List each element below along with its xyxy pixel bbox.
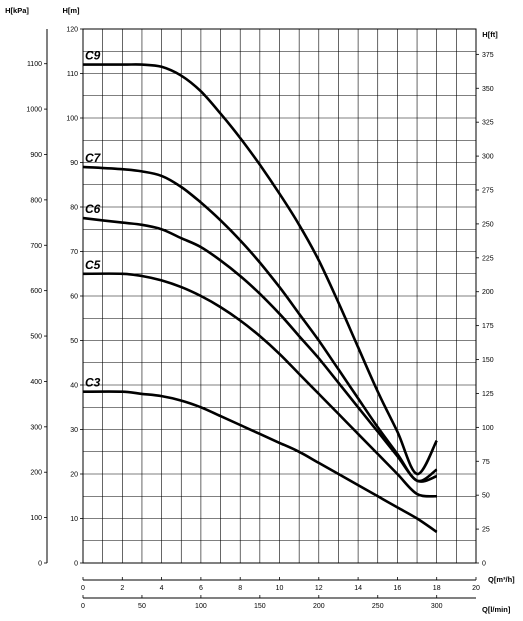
m-tick-label: 50: [70, 338, 78, 345]
curves: C9 C7 C6 C5 C3: [82, 49, 438, 533]
lmin-tick-label: 50: [138, 603, 146, 610]
kpa-tick-label: 300: [30, 424, 42, 431]
m-tick-label: 40: [70, 383, 78, 390]
kpa-tick-label: 1000: [26, 107, 42, 114]
curve-c6: [82, 216, 438, 483]
lmin-tick-label: 250: [372, 603, 384, 610]
m3h-tick-label: 6: [199, 585, 203, 592]
curve-c3: [82, 390, 438, 533]
kpa-tick-label: 700: [30, 243, 42, 250]
m3h-tick-label: 8: [238, 585, 242, 592]
ft-tick-label: 100: [482, 425, 494, 432]
curve-c9: [83, 63, 438, 476]
m-tick-label: 110: [67, 71, 78, 78]
axes: 0102030405060708090100110120H[m]01002003…: [5, 6, 515, 614]
lmin-tick-label: 0: [81, 603, 85, 610]
lmin-tick-label: 150: [254, 603, 266, 610]
curve-label-c5: C5: [85, 258, 101, 272]
m-tick-label: 60: [70, 294, 78, 301]
ft-tick-label: 250: [482, 221, 494, 228]
kpa-tick-label: 100: [30, 515, 42, 522]
lmin-tick-label: 200: [313, 603, 325, 610]
ft-tick-label: 175: [482, 323, 494, 330]
kpa-tick-label: 400: [30, 379, 42, 386]
kpa-tick-label: 0: [38, 561, 42, 568]
m3h-tick-label: 10: [276, 585, 284, 592]
curve-c5: [82, 272, 437, 498]
m-tick-label: 30: [70, 427, 78, 434]
kpa-tick-label: 800: [30, 197, 42, 204]
ft-tick-label: 300: [482, 154, 494, 161]
m-tick-label: 100: [66, 116, 78, 123]
m-tick-label: 90: [70, 160, 78, 167]
ft-tick-label: 125: [482, 391, 494, 398]
kpa-tick-label: 1100: [27, 61, 42, 68]
m3h-tick-label: 2: [120, 585, 124, 592]
ft-tick-label: 200: [482, 289, 494, 296]
lmin-tick-label: 300: [431, 603, 443, 610]
grid: [82, 28, 477, 564]
m3h-tick-label: 12: [315, 585, 323, 592]
m3h-axis-title: Q[m³/h]: [488, 575, 515, 584]
ft-tick-label: 25: [482, 527, 490, 534]
curve-c7: [82, 165, 438, 483]
curve-label-c6: C6: [85, 202, 101, 216]
kpa-axis-title: H[kPa]: [5, 6, 29, 15]
m-tick-label: 10: [70, 516, 78, 523]
ft-tick-label: 225: [482, 255, 494, 262]
m-axis-title: H[m]: [62, 6, 80, 15]
m-tick-label: 70: [70, 249, 78, 256]
curve-label-c7: C7: [85, 151, 102, 165]
m3h-tick-label: 16: [394, 585, 402, 592]
m3h-tick-label: 18: [433, 585, 441, 592]
m-tick-label: 120: [66, 27, 78, 34]
ft-tick-label: 325: [482, 120, 494, 127]
m3h-tick-label: 20: [472, 585, 480, 592]
curve-label-c9: C9: [85, 49, 101, 63]
ft-tick-label: 0: [482, 561, 486, 568]
ft-tick-label: 350: [482, 86, 494, 93]
kpa-tick-label: 600: [30, 288, 42, 295]
lmin-tick-label: 100: [195, 603, 207, 610]
ft-tick-label: 275: [482, 187, 494, 194]
m-tick-label: 80: [70, 205, 78, 212]
ft-tick-label: 375: [482, 52, 494, 59]
m3h-tick-label: 14: [354, 585, 362, 592]
kpa-tick-label: 900: [30, 152, 42, 159]
m-tick-label: 0: [74, 561, 78, 568]
kpa-tick-label: 200: [30, 470, 42, 477]
m3h-tick-label: 0: [81, 585, 85, 592]
m-tick-label: 20: [70, 472, 78, 479]
ft-axis-title: H[ft]: [482, 30, 498, 39]
ft-tick-label: 75: [482, 459, 490, 466]
ft-tick-label: 50: [482, 493, 490, 500]
kpa-tick-label: 500: [30, 334, 42, 341]
ft-tick-label: 150: [482, 357, 494, 364]
m3h-tick-label: 4: [160, 585, 164, 592]
curve-label-c3: C3: [85, 376, 101, 390]
lmin-axis-title: Q[l/min]: [482, 605, 511, 614]
